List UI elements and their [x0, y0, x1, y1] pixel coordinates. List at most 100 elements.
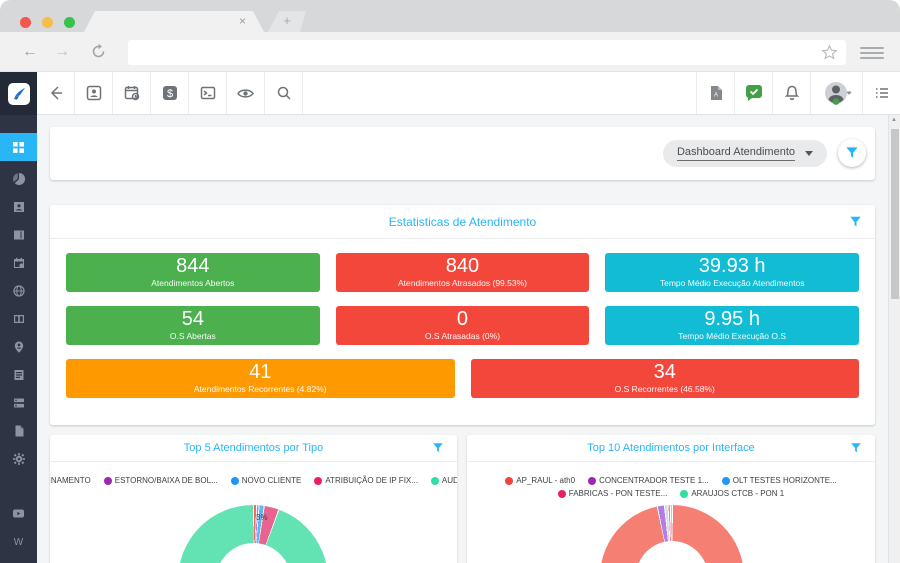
sidebar-item-globe[interactable] — [0, 277, 37, 305]
chevron-down-icon — [805, 151, 813, 156]
legend-item[interactable]: ESTORNO/BAIXA DE BOL... — [103, 476, 218, 485]
terminal-icon[interactable] — [189, 72, 227, 114]
tab-close-icon[interactable]: × — [238, 14, 246, 28]
stat-card-os-abertas[interactable]: 54 O.S Abertas — [66, 306, 320, 345]
doughnut-chart-top10-interface[interactable] — [600, 505, 744, 563]
dashboard-selector-card: Dashboard Atendimento — [50, 127, 875, 180]
chart-filter-icon[interactable] — [432, 442, 444, 454]
scrollbar[interactable]: ▲ — [888, 115, 900, 563]
statistics-filter-icon[interactable] — [849, 215, 862, 228]
chart-title: Top 10 Atendimentos por Interface — [587, 442, 755, 454]
bookmark-star-icon[interactable] — [821, 44, 838, 61]
list-menu-icon[interactable] — [862, 72, 900, 114]
stat-value: 41 — [249, 361, 272, 383]
app-toolbar: $ A — [0, 72, 900, 115]
sidebar-item-youtube[interactable] — [0, 499, 37, 527]
sidebar-item-w[interactable]: W — [13, 536, 24, 548]
app-logo[interactable] — [0, 72, 37, 115]
stat-label: O.S Atrasadas (0%) — [424, 331, 501, 341]
clients-icon[interactable] — [75, 72, 113, 114]
new-tab-button[interactable]: + — [268, 11, 306, 32]
stat-label: O.S Abertas — [169, 331, 216, 341]
chart-top10-interface-panel: Top 10 Atendimentos por Interface AP_RAU… — [467, 435, 875, 563]
sidebar-item-server[interactable] — [0, 389, 37, 417]
notifications-bell-icon[interactable] — [772, 72, 810, 114]
legend-item[interactable]: CONCENTRADOR TESTE 1... — [588, 476, 709, 485]
sidebar-item-calendar[interactable] — [0, 249, 37, 277]
maximize-window-button[interactable] — [64, 17, 75, 28]
stat-card-os-atrasadas[interactable]: 0 O.S Atrasadas (0%) — [335, 306, 590, 345]
svg-text:A: A — [713, 93, 717, 99]
sidebar-item-form-list[interactable] — [0, 361, 37, 389]
chart-filter-icon[interactable] — [850, 442, 862, 454]
stat-label: Atendimentos Atrasados (99.53%) — [397, 278, 527, 288]
stat-card-atendimentos-abertos[interactable]: 844 Atendimentos Abertos — [66, 253, 320, 292]
minimize-window-button[interactable] — [42, 17, 53, 28]
stat-card-os-recorrentes[interactable]: 34 O.S Recorrentes (46.58%) — [470, 359, 859, 398]
main-content: Dashboard Atendimento Estatisticas de At… — [37, 115, 888, 563]
dashboard-select-value: Dashboard Atendimento — [676, 146, 795, 161]
svg-text:$: $ — [166, 88, 172, 100]
address-input[interactable] — [128, 40, 846, 65]
close-window-button[interactable] — [20, 17, 31, 28]
doughnut-chart-top5-tipo[interactable] — [178, 505, 328, 563]
stat-label: Atendimentos Abertos — [151, 278, 235, 288]
stat-label: O.S Recorrentes (46.58%) — [614, 384, 715, 394]
browser-menu-icon[interactable] — [860, 44, 884, 60]
scrollbar-up-arrow[interactable]: ▲ — [891, 117, 897, 123]
stat-value: 9.95 h — [704, 308, 760, 330]
scrollbar-thumb[interactable] — [891, 129, 899, 299]
back-nav-icon[interactable]: ← — [22, 43, 38, 60]
messages-check-icon[interactable] — [734, 72, 772, 114]
logo-swoosh-icon — [7, 82, 30, 105]
legend-item[interactable]: TREINAMENTO — [50, 476, 91, 485]
stat-value: 39.93 h — [698, 255, 766, 277]
sidebar-item-settings-gear[interactable] — [0, 445, 37, 473]
monitoring-eye-icon[interactable] — [227, 72, 265, 114]
billing-dollar-icon[interactable]: $ — [151, 72, 189, 114]
stat-card-atendimentos-recorrentes[interactable]: 41 Atendimentos Recorrentes (4.82%) — [66, 359, 455, 398]
sidebar-item-pie-chart[interactable] — [0, 165, 37, 193]
chart-title: Top 5 Atendimentos por Tipo — [183, 442, 324, 454]
stat-value: 0 — [456, 308, 469, 330]
legend-item[interactable]: NOVO CLIENTE — [230, 476, 301, 485]
stat-value: 54 — [181, 308, 204, 330]
legend-item[interactable]: OLT TESTES HORIZONTE... — [721, 476, 837, 485]
legend-item[interactable]: AUDITORIA — [430, 476, 457, 485]
pdf-report-icon[interactable]: A — [696, 72, 734, 114]
browser-tab[interactable]: × — [84, 11, 264, 32]
reload-icon[interactable] — [90, 43, 107, 60]
chart-legend: AP_RAUL - ath0 CONCENTRADOR TESTE 1... O… — [467, 476, 875, 485]
sidebar-item-wallet[interactable] — [0, 221, 37, 249]
filter-button[interactable] — [838, 139, 866, 167]
app-sidebar: W — [0, 115, 37, 563]
forward-nav-icon[interactable]: → — [54, 43, 70, 60]
search-icon[interactable] — [265, 72, 303, 114]
slice-label: 3% — [256, 513, 268, 522]
sidebar-item-contacts[interactable] — [0, 193, 37, 221]
stat-value: 844 — [176, 255, 210, 277]
statistics-panel: Estatisticas de Atendimento 844 Atendime… — [50, 205, 875, 425]
chart-top5-tipo-panel: Top 5 Atendimentos por Tipo TREINAMENTO … — [50, 435, 457, 563]
chart-legend: FABRICAS - PON TESTE... ARAUJOS CTCB - P… — [467, 489, 875, 498]
legend-item[interactable]: ARAUJOS CTCB - PON 1 — [680, 489, 784, 498]
stat-label: Atendimentos Recorrentes (4.82%) — [193, 384, 327, 394]
stat-card-atendimentos-atrasados[interactable]: 840 Atendimentos Atrasados (99.53%) — [335, 253, 590, 292]
stat-value: 840 — [445, 255, 480, 277]
legend-item[interactable]: FABRICAS - PON TESTE... — [557, 489, 667, 498]
legend-item[interactable]: ATRIBUIÇÃO DE IP FIX... — [314, 476, 418, 485]
back-button[interactable] — [37, 72, 75, 114]
schedule-calendar-icon[interactable] — [113, 72, 151, 114]
sidebar-item-dashboard[interactable] — [0, 133, 37, 161]
sidebar-item-person-pin[interactable] — [0, 333, 37, 361]
stat-card-tempo-medio-os[interactable]: 9.95 h Tempo Médio Execução O.S — [605, 306, 859, 345]
dashboard-select[interactable]: Dashboard Atendimento — [662, 140, 827, 167]
legend-item[interactable]: AP_RAUL - ath0 — [505, 476, 575, 485]
chart-legend: TREINAMENTO ESTORNO/BAIXA DE BOL... NOVO… — [50, 476, 457, 485]
sidebar-item-book[interactable] — [0, 305, 37, 333]
user-avatar[interactable] — [810, 72, 862, 114]
stat-card-tempo-medio-atendimentos[interactable]: 39.93 h Tempo Médio Execução Atendimento… — [605, 253, 859, 292]
sidebar-item-file-document[interactable] — [0, 417, 37, 445]
browser-titlebar: × + — [0, 0, 900, 32]
